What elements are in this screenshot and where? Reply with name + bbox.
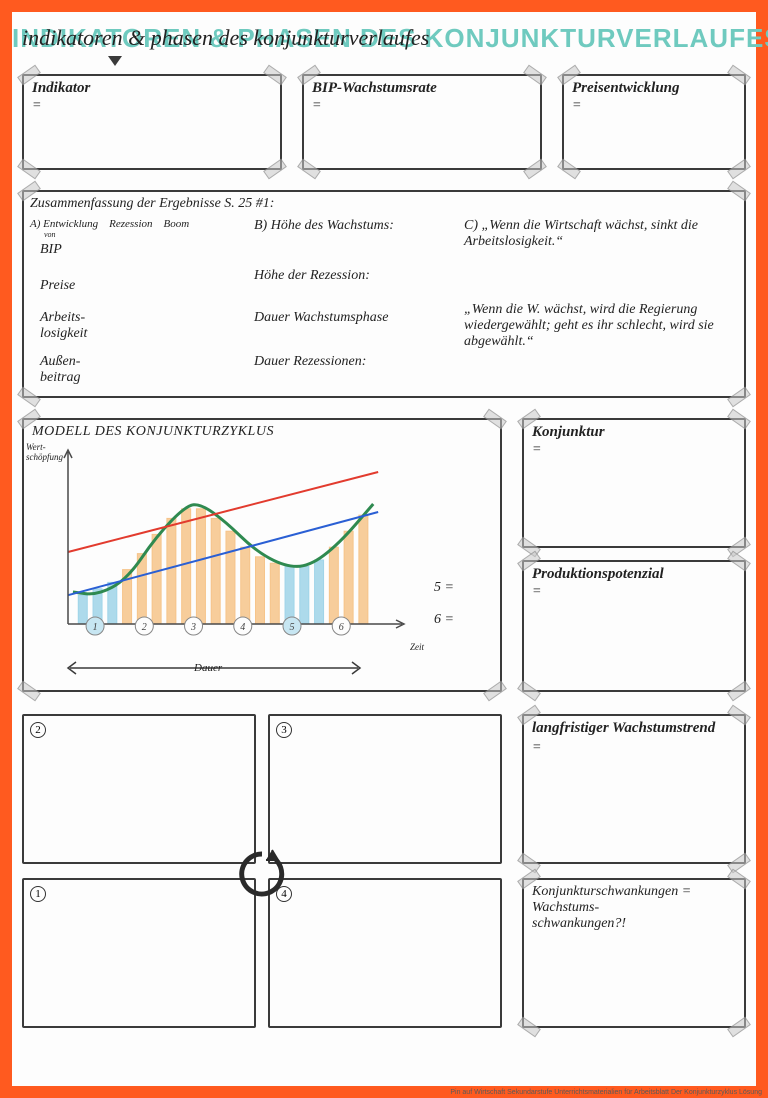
bip-eq: = — [312, 98, 321, 114]
chart-xlabel: Zeit — [410, 642, 424, 652]
panel-bip-wachstumsrate: BIP-Wachstumsrate = — [302, 74, 542, 170]
cycle-arrow-icon — [234, 846, 290, 902]
panel-konjunktur: Konjunktur = — [522, 418, 746, 548]
panel-produktionspotenzial: Produktionspotenzial = — [522, 560, 746, 692]
chart-title: MODELL DES KONJUNKTURZYKLUS — [32, 424, 274, 440]
summary-a-arbeit: Arbeits- losigkeit — [40, 310, 87, 342]
chart-side-5: 5 = — [434, 580, 454, 596]
phase3-num: 3 — [276, 722, 292, 738]
konjunktur-eq: = — [532, 442, 541, 458]
wachstumstrend-eq: = — [532, 740, 541, 756]
preis-eq: = — [572, 98, 581, 114]
summary-b-2: Dauer Wachstumsphase — [254, 310, 388, 326]
preis-heading: Preisentwicklung — [572, 80, 680, 97]
svg-text:4: 4 — [240, 622, 245, 633]
konjunktur-heading: Konjunktur — [532, 424, 605, 441]
prodpot-eq: = — [532, 584, 541, 600]
summary-a-aussen: Außen- beitrag — [40, 354, 80, 386]
phase1-num: 1 — [30, 886, 46, 902]
summary-a-preise: Preise — [40, 278, 75, 294]
summary-colA-sub: von — [44, 230, 56, 239]
panel-zusammenfassung: Zusammenfassung der Ergebnisse S. 25 #1:… — [22, 190, 746, 398]
summary-b-3: Dauer Rezessionen: — [254, 354, 366, 370]
svg-text:5: 5 — [290, 622, 295, 633]
indikator-heading: Indikator — [32, 80, 90, 97]
svg-text:3: 3 — [190, 622, 196, 633]
svg-text:6: 6 — [339, 622, 344, 633]
phase2-num: 2 — [30, 722, 46, 738]
summary-colC-quote2: „Wenn die W. wächst, wird die Regierung … — [464, 302, 740, 350]
panel-chart: MODELL DES KONJUNKTURZYKLUS Wert- schöpf… — [22, 418, 502, 692]
panel-phase-4: 4 — [268, 878, 502, 1028]
panel-phase-3: 3 — [268, 714, 502, 864]
bip-heading: BIP-Wachstumsrate — [312, 80, 437, 97]
panel-wachstumstrend: langfristiger Wachstumstrend = — [522, 714, 746, 864]
image-caption: Pin auf Wirtschaft Sekundarstufe Unterri… — [450, 1089, 762, 1096]
wachstumstrend-heading: langfristiger Wachstumstrend — [532, 720, 742, 737]
panel-preisentwicklung: Preisentwicklung = — [562, 74, 746, 170]
summary-colA-head: A) Entwicklung Rezession Boom — [30, 218, 189, 230]
page-title: INDIKATOREN & PHASEN DES KONJUNKTURVERLA… — [12, 18, 756, 58]
summary-colC-head: C) „Wenn die Wirtschaft wächst, sinkt di… — [464, 218, 740, 250]
panel-indikator: Indikator = — [22, 74, 282, 170]
arrow-down-icon — [108, 56, 122, 66]
panel-phase-1: 1 — [22, 878, 256, 1028]
prodpot-heading: Produktionspotenzial — [532, 566, 664, 583]
summary-heading: Zusammenfassung der Ergebnisse S. 25 #1: — [30, 196, 274, 212]
title-foreground-text: indikatoren & phasen des konjunkturverla… — [12, 18, 756, 58]
summary-colB-head: B) Höhe des Wachstums: — [254, 218, 394, 234]
schwankungen-text: Konjunkturschwankungen = Wachstums- schw… — [532, 884, 742, 932]
panel-schwankungen: Konjunkturschwankungen = Wachstums- schw… — [522, 878, 746, 1028]
dauer-label: Dauer — [194, 662, 222, 674]
chart-side-6: 6 = — [434, 612, 454, 628]
svg-text:1: 1 — [93, 622, 98, 633]
svg-text:2: 2 — [142, 622, 147, 633]
business-cycle-chart: 1 2 3 4 5 6 — [48, 444, 418, 654]
summary-a-bip: BIP — [40, 242, 62, 258]
summary-b-1: Höhe der Rezession: — [254, 268, 370, 284]
indikator-eq: = — [32, 98, 41, 114]
panel-phase-2: 2 — [22, 714, 256, 864]
